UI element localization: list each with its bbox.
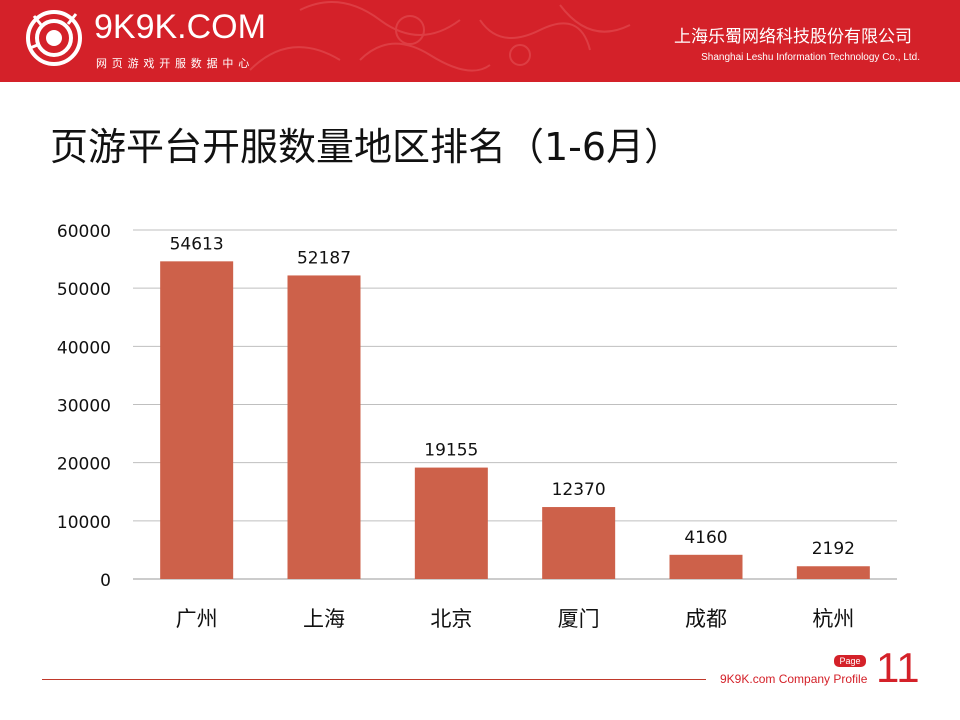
- y-tick-label: 40000: [57, 338, 111, 358]
- footer-text: 9K9K.com Company Profile: [720, 672, 868, 686]
- bar: [414, 467, 488, 579]
- bar: [160, 261, 234, 579]
- bar: [287, 275, 361, 579]
- logo-icon: [26, 10, 82, 66]
- x-tick-label: 杭州: [812, 607, 854, 631]
- data-label: 54613: [170, 234, 224, 254]
- x-tick-label: 厦门: [558, 607, 600, 631]
- y-tick-label: 10000: [57, 513, 111, 533]
- y-tick-label: 50000: [57, 280, 111, 300]
- y-tick-label: 0: [100, 571, 111, 591]
- header-decoration: [249, 1, 631, 72]
- data-label: 2192: [812, 539, 855, 559]
- page-number: 11: [876, 644, 920, 691]
- data-label: 19155: [424, 441, 478, 461]
- x-tick-label: 北京: [430, 607, 472, 631]
- bar: [542, 507, 616, 579]
- x-tick-label: 上海: [303, 607, 345, 631]
- y-tick-label: 60000: [57, 222, 111, 242]
- data-label: 12370: [552, 480, 606, 500]
- company-name-cn: 上海乐蜀网络科技股份有限公司: [674, 27, 912, 47]
- page-badge: Page: [834, 655, 866, 667]
- data-label: 52187: [297, 248, 351, 268]
- bar: [669, 554, 743, 579]
- logo-subtitle: 网页游戏开服数据中心: [96, 57, 254, 70]
- y-tick-label: 30000: [57, 397, 111, 417]
- x-tick-label: 广州: [176, 607, 218, 631]
- header-banner: 9K9K.COM 网页游戏开服数据中心 上海乐蜀网络科技股份有限公司 Shang…: [0, 0, 960, 82]
- page-title: 页游平台开服数量地区排名（1-6月）: [50, 125, 683, 169]
- footer-divider: [42, 679, 706, 680]
- y-tick-label: 20000: [57, 455, 111, 475]
- x-tick-label: 成都: [685, 607, 727, 631]
- logo-text: 9K9K.COM: [94, 8, 266, 46]
- bar: [796, 566, 870, 579]
- company-name-en: Shanghai Leshu Information Technology Co…: [701, 52, 920, 63]
- data-label: 4160: [684, 528, 727, 548]
